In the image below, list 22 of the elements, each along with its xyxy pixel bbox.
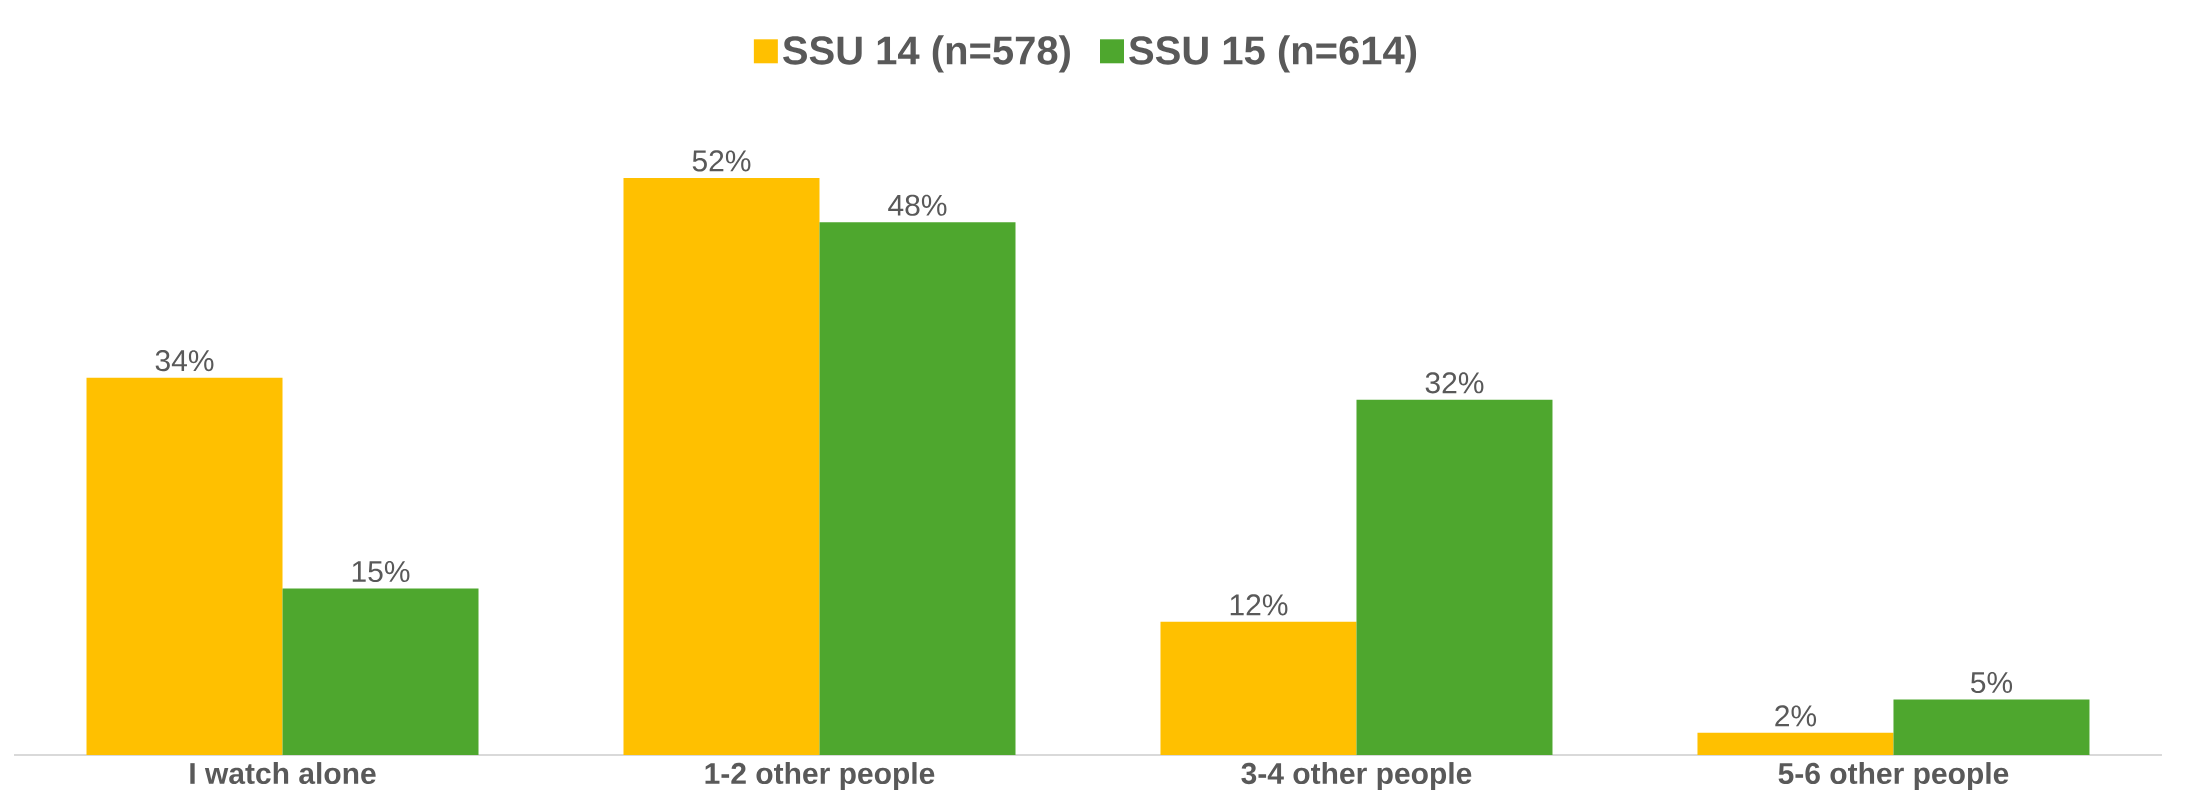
bar bbox=[1356, 399, 1553, 755]
x-tick-label: I watch alone bbox=[190, 762, 376, 785]
data-label: 2% bbox=[1775, 705, 1817, 727]
x-tick-label: 5-6 other people bbox=[1778, 762, 2009, 791]
bar bbox=[282, 588, 479, 755]
data-label: 15% bbox=[352, 561, 410, 583]
data-label: 34% bbox=[155, 350, 214, 372]
bar bbox=[1697, 732, 1894, 755]
bar bbox=[623, 177, 820, 755]
data-label: 48% bbox=[888, 194, 947, 216]
bar bbox=[1160, 621, 1357, 755]
x-tick-label: 1-2 other people bbox=[705, 762, 935, 791]
legend-label: SSU 14 (n=578) bbox=[783, 35, 1070, 73]
data-label: 12% bbox=[1230, 594, 1288, 616]
bar bbox=[1893, 699, 2090, 755]
legend-label: SSU 15 (n=614) bbox=[1129, 35, 1417, 73]
bar bbox=[819, 222, 1016, 755]
x-tick-label: 3-4 other people bbox=[1241, 762, 1472, 791]
data-label: 32% bbox=[1425, 372, 1484, 394]
bar bbox=[86, 377, 283, 755]
data-label: 52% bbox=[692, 150, 751, 172]
data-label: 5% bbox=[1970, 672, 2013, 694]
